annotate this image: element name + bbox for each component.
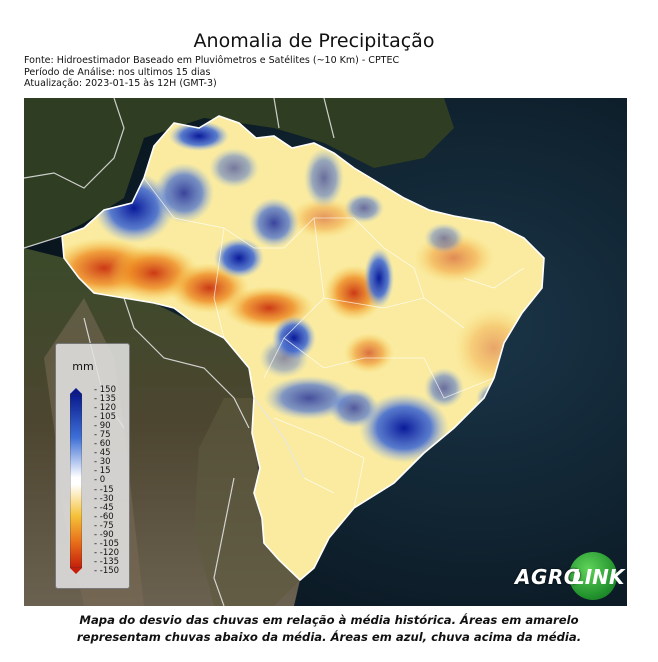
- legend-unit: mm: [72, 360, 94, 373]
- logo-circle: [569, 552, 617, 600]
- legend-tick-label: - -135: [94, 556, 120, 567]
- legend-tick-label: - -45: [94, 502, 114, 513]
- precipitation-anomaly-map: mm - 150- 135- 120- 105- 90- 75- 60- 45-…: [24, 98, 627, 606]
- legend-tick-label: - 60: [94, 439, 111, 450]
- source-line: Fonte: Hidroestimador Baseado em Pluviôm…: [24, 55, 400, 66]
- legend-tick-label: - 15: [94, 466, 111, 477]
- period-line: Período de Análise: nos ultimos 15 dias: [24, 66, 211, 78]
- legend-tick-label: - -120: [94, 547, 120, 558]
- legend-tick-label: - 120: [94, 403, 116, 414]
- legend-tick-label: - 75: [94, 430, 111, 441]
- legend-ticks: - 150- 135- 120- 105- 90- 75- 60- 45- 30…: [94, 385, 120, 576]
- caption-line-2: representam chuvas abaixo da média. Área…: [76, 630, 582, 644]
- legend-tick-label: - -150: [94, 565, 120, 576]
- legend-tick-label: - 30: [94, 457, 111, 468]
- legend-tick-label: - -105: [94, 538, 120, 549]
- legend-tick-label: - 45: [94, 448, 111, 459]
- legend-tick-label: - -30: [94, 493, 114, 504]
- color-legend: mm - 150- 135- 120- 105- 90- 75- 60- 45-…: [55, 343, 130, 589]
- legend-tick-label: - 135: [94, 394, 116, 405]
- agrolink-logo: AGRO LINK: [512, 552, 624, 600]
- legend-tick-label: - 0: [94, 475, 106, 486]
- figure-caption: Mapa do desvio das chuvas em relação à m…: [0, 612, 658, 646]
- updated-line: Atualização: 2023-01-15 às 12H (GMT-3): [24, 78, 217, 89]
- legend-tick-label: - -75: [94, 520, 114, 531]
- legend-tick-label: - -60: [94, 511, 114, 522]
- map-title: Anomalia de Precipitação: [193, 30, 435, 52]
- legend-colorbar: [70, 388, 82, 574]
- legend-tick-label: - 150: [94, 385, 116, 395]
- caption-line-1: Mapa do desvio das chuvas em relação à m…: [79, 613, 579, 627]
- logo-text-agro: AGRO: [515, 565, 582, 589]
- legend-tick-label: - 105: [94, 412, 116, 423]
- map-metadata: Fonte: Hidroestimador Baseado em Pluviôm…: [24, 55, 399, 90]
- legend-tick-label: - -90: [94, 529, 114, 540]
- legend-tick-label: - -15: [94, 484, 114, 495]
- logo-text-link: LINK: [572, 565, 625, 589]
- legend-tick-label: - 90: [94, 421, 111, 432]
